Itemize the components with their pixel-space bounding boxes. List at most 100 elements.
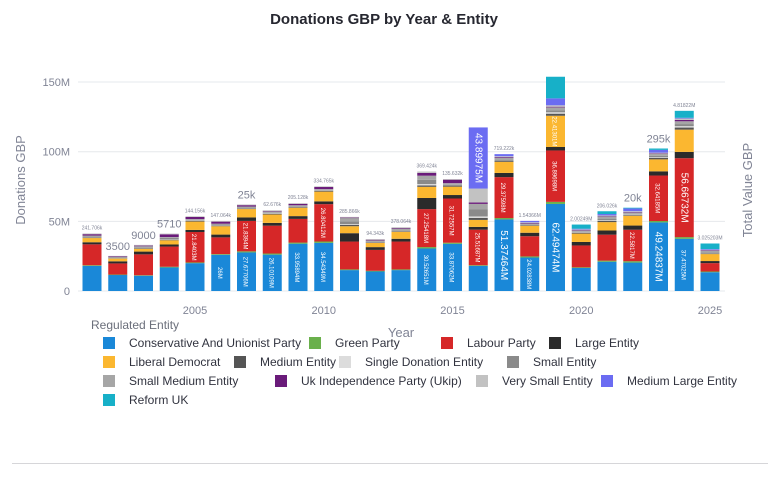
bar-segment: [391, 227, 411, 229]
bar-segment: [134, 275, 153, 291]
bar-segment: [340, 224, 359, 227]
bar-segment: [314, 189, 334, 190]
legend-item[interactable]: Medium Entity: [234, 355, 336, 369]
bar-segment: [443, 243, 462, 291]
bar-top-label: 2.00249M: [570, 217, 592, 223]
y-tick-label: 50M: [49, 216, 70, 228]
legend-swatch: [103, 337, 115, 349]
bar-segment: [365, 241, 385, 242]
bar-segment: [443, 183, 462, 185]
bar-segment: [159, 237, 179, 240]
bar-segment: [82, 237, 102, 239]
bar-segment: [237, 204, 256, 206]
bar-segment: [443, 198, 462, 243]
bar-segment: [520, 223, 540, 224]
bar-segment: [340, 217, 359, 222]
bar-segment: [185, 216, 205, 220]
bar-segment: [108, 274, 128, 276]
legend-item[interactable]: Large Entity: [549, 336, 639, 350]
bar-segment: [82, 234, 102, 236]
bar-segment: [159, 246, 179, 267]
divider: [12, 463, 768, 464]
bar-top-label: 378.064k: [391, 219, 412, 225]
bar-top-label: 147.064k: [210, 213, 231, 219]
bar-segment: [520, 225, 540, 233]
bar-segment: [520, 224, 540, 226]
bar-segment: [211, 225, 231, 227]
bar-segment: [597, 220, 617, 221]
bar-segment: [340, 224, 359, 225]
bar-segment: [468, 229, 488, 266]
bar-segment: [649, 222, 668, 291]
bar-segment: [443, 184, 462, 186]
bar-segment: [674, 117, 694, 119]
bar-segment: [674, 238, 694, 291]
bar-segment: [623, 229, 643, 262]
bar-segment: [571, 233, 591, 242]
legend-item[interactable]: Small Medium Entity: [103, 374, 238, 388]
bar-top-label: 9000: [131, 230, 155, 242]
bar-segment: [468, 202, 488, 204]
legend-swatch: [309, 337, 321, 349]
bar-segment: [546, 76, 565, 99]
legend-item[interactable]: Reform UK: [103, 393, 188, 407]
bar-segment: [597, 230, 617, 235]
y-tick-label: 150M: [42, 77, 70, 89]
bar-segment: [391, 228, 411, 230]
bar-segment: [185, 220, 205, 222]
bar-segment: [571, 228, 591, 230]
legend-item[interactable]: Labour Party: [441, 336, 536, 350]
bar-segment: [262, 214, 282, 223]
bar-segment: [546, 110, 565, 113]
bar-segment: [159, 234, 179, 238]
bar-segment: [468, 203, 488, 210]
legend-item[interactable]: Small Entity: [507, 355, 596, 369]
bar-segment: [340, 226, 359, 234]
segment-label: 26.10109M: [267, 258, 273, 288]
bar-segment: [82, 242, 102, 245]
legend-swatch: [234, 356, 246, 368]
bar-segment: [82, 238, 102, 243]
bar-segment: [185, 219, 205, 220]
bar-top-label: 20k: [624, 193, 642, 205]
bar-segment: [546, 150, 565, 202]
bar-segment: [211, 254, 231, 255]
bar-segment: [468, 265, 488, 291]
bar-segment: [520, 236, 540, 257]
bar-segment: [417, 184, 437, 186]
legend-item[interactable]: Very Small Entity: [476, 374, 593, 388]
legend-item[interactable]: Green Party: [309, 336, 400, 350]
x-tick-label: 2020: [569, 305, 593, 317]
segment-label: 22.5817M: [628, 232, 634, 259]
bar-segment: [314, 189, 334, 191]
bar-segment: [468, 188, 488, 203]
bar-segment: [237, 252, 256, 291]
legend-swatch: [507, 356, 519, 368]
legend-item[interactable]: Uk Independence Party (Ukip): [275, 374, 462, 388]
bar-segment: [571, 230, 591, 231]
bar-segment: [391, 231, 411, 232]
bar-segment: [108, 258, 128, 262]
bar-segment: [674, 124, 694, 127]
bar-segment: [494, 159, 514, 161]
bar-segment: [546, 201, 565, 204]
legend-item[interactable]: Medium Large Entity: [601, 374, 737, 388]
bar-segment: [649, 157, 668, 158]
bar-segment: [700, 250, 720, 251]
bar-segment: [546, 203, 565, 291]
bar-segment: [314, 204, 334, 242]
legend-item[interactable]: Conservative And Unionist Party: [103, 336, 301, 350]
bar-segment: [546, 98, 565, 106]
bar-segment: [468, 226, 488, 230]
legend-item[interactable]: Liberal Democrat: [103, 355, 220, 369]
legend-label: Medium Large Entity: [627, 374, 738, 388]
bar-segment: [674, 110, 694, 118]
segment-label: 34.54349M: [319, 252, 325, 282]
bar-segment: [546, 106, 565, 108]
bar-segment: [546, 115, 565, 147]
bar-segment: [623, 213, 643, 215]
bar-segment: [623, 211, 643, 213]
bar-segment: [520, 225, 540, 226]
bar-segment: [108, 258, 128, 259]
legend-item[interactable]: Single Donation Entity: [339, 355, 483, 369]
